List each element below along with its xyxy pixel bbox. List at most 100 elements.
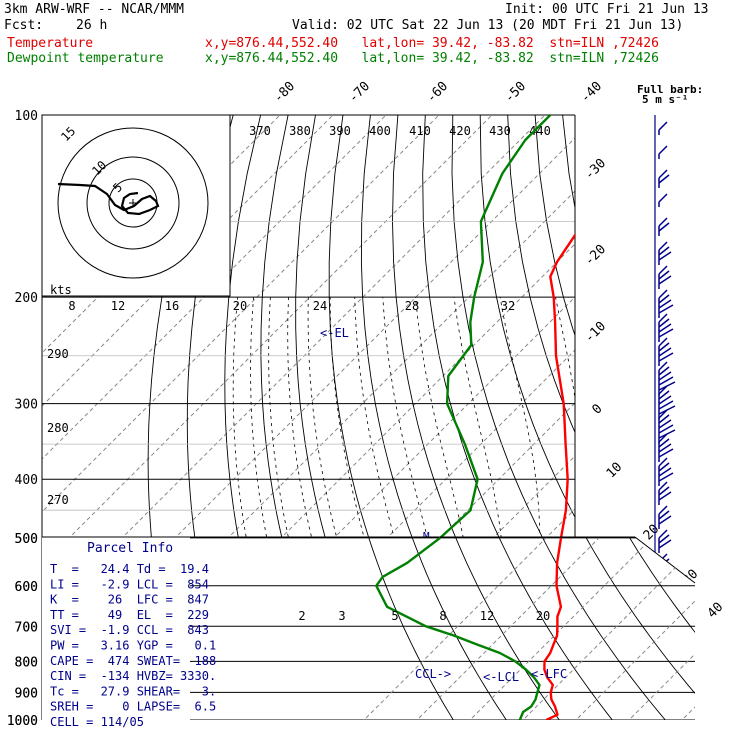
moist-adiabat xyxy=(354,297,426,720)
pressure-tick-label-lower: 1000 xyxy=(7,714,38,729)
wind-barb-flag xyxy=(658,352,674,362)
hodograph-trace xyxy=(57,182,160,216)
isotherm-label: -80 xyxy=(271,79,298,106)
wind-barb-flag xyxy=(658,371,672,381)
isotherm-line xyxy=(42,115,493,566)
parcel-info-row: K = 26 LFC = 847 xyxy=(50,593,209,607)
wind-barb-flag xyxy=(658,376,674,386)
wind-barb-flag xyxy=(658,289,668,299)
isotherm-label: -10 xyxy=(582,319,609,346)
wind-barb-flag xyxy=(658,304,674,314)
wind-barb-flag xyxy=(658,265,668,275)
wind-barb-flag xyxy=(658,433,668,443)
isotherm-line-lower xyxy=(615,537,695,720)
el-marker: <-EL xyxy=(320,326,349,340)
pressure-tick-label: 100 xyxy=(15,109,38,124)
wind-barb xyxy=(658,217,670,236)
wind-barb-flag xyxy=(658,246,670,256)
parcel-info-row: SREH = 0 LAPSE= 6.5 xyxy=(50,700,216,714)
lfc-marker-lower: <-LFC xyxy=(531,667,567,681)
dewpoint-profile-lower xyxy=(375,537,541,720)
isotherm-line xyxy=(257,402,575,720)
dry-adiabat-lower xyxy=(411,537,516,720)
isotherm-label: -70 xyxy=(346,79,373,106)
pressure-tick-label: 200 xyxy=(15,291,38,306)
moist-adiabat xyxy=(329,297,404,720)
wind-barb xyxy=(658,409,676,443)
temperature-legend-label: Temperature xyxy=(7,36,94,51)
dry-adiabat xyxy=(727,115,740,733)
hodograph-ring xyxy=(57,127,209,279)
moist-adiabat xyxy=(307,297,382,720)
wind-barb-flag xyxy=(658,529,668,539)
dry-adiabat-lower xyxy=(498,537,623,720)
wind-barb-flag xyxy=(658,222,670,232)
parcel-info-row: Tc = 27.9 SHEAR= 3. xyxy=(50,684,216,698)
hodograph-units: kts xyxy=(50,283,72,297)
wind-barb-flag xyxy=(658,491,672,501)
model-title: 3km ARW-WRF -- NCAR/MMM xyxy=(4,2,185,17)
wind-barb-flag xyxy=(658,347,672,357)
pressure-tick-label-lower: 800 xyxy=(15,655,38,670)
pressure-tick-label: 900 xyxy=(15,686,38,701)
wind-barb-flag xyxy=(658,424,674,434)
wind-barb-flag xyxy=(658,539,672,549)
parcel-info-row: PW = 3.16 YGP = 0.1 xyxy=(50,639,216,653)
lcl-marker-lower: <-LCL xyxy=(483,670,519,684)
wind-barb xyxy=(658,193,668,207)
wind-barb-flag xyxy=(658,409,668,419)
temperature-profile-lower xyxy=(543,537,563,720)
wind-barb-flag xyxy=(658,472,674,482)
wind-barb xyxy=(658,145,668,159)
isotherm-line xyxy=(42,115,546,619)
pressure-tick-label: 800 xyxy=(15,655,38,670)
barb-legend-units: 5 m s⁻¹ xyxy=(642,93,688,106)
mixing-ratio-lower-label: 5 xyxy=(391,609,398,623)
parcel-info-title: Parcel Info xyxy=(87,541,173,556)
temperature-location: x,y=876.44,552.40 lat,lon= 39.42, -83.82… xyxy=(205,36,659,51)
wind-barb xyxy=(658,265,672,289)
isotherm-label: -60 xyxy=(424,79,451,106)
dry-adiabat xyxy=(507,115,575,434)
isotherm-line-lower xyxy=(350,537,547,720)
wind-barb-flag xyxy=(658,438,670,448)
pressure-tick-label: 1000 xyxy=(7,714,38,729)
pressure-tick-label-lower: 900 xyxy=(15,686,38,701)
wind-barb-flag xyxy=(658,481,668,491)
isotherm-label: -40 xyxy=(578,79,605,106)
dry-adiabat-lower xyxy=(629,537,695,720)
wind-barb-flag xyxy=(658,366,670,376)
theta-label: 440 xyxy=(529,124,551,138)
parcel-info-row: CIN = -134 HVBZ= 3330. xyxy=(50,669,216,683)
wind-barb xyxy=(658,337,674,366)
wind-barb-flag xyxy=(658,299,672,309)
wind-barb xyxy=(658,361,676,395)
forecast-label: Fcst: xyxy=(4,18,44,33)
isotherm-label: 40 xyxy=(705,600,727,622)
isotherm-line xyxy=(98,243,575,720)
wind-barb-flag xyxy=(658,251,672,261)
wind-barb-flag xyxy=(658,443,672,453)
wind-barb-flag xyxy=(658,457,668,467)
wind-barb-flag xyxy=(658,270,670,280)
isotherm-line xyxy=(42,115,440,513)
wind-barb-flag xyxy=(658,342,670,352)
mixing-ratio-label: 32 xyxy=(501,299,515,313)
parcel-info-row: LI = -2.9 LCL = 854 xyxy=(50,577,209,591)
pressure-tick-label-lower: 500 xyxy=(15,532,38,547)
theta-label: 370 xyxy=(249,124,271,138)
mixing-ratio-label: 20 xyxy=(233,299,247,313)
wind-barb-flag xyxy=(658,486,670,496)
pressure-tick-label-lower: 700 xyxy=(15,620,38,635)
wind-barb-flag xyxy=(658,361,668,371)
wind-barb-flag xyxy=(658,390,670,400)
dry-adiabat-label: 270 xyxy=(47,493,69,507)
wind-barb-flag xyxy=(658,395,672,405)
isotherm-line xyxy=(45,190,575,720)
theta-label: 400 xyxy=(369,124,391,138)
valid-time: Valid: 02 UTC Sat 22 Jun 13 (20 MDT Fri … xyxy=(292,18,684,33)
dewpoint-legend-label: Dewpoint temperature xyxy=(7,51,164,66)
mixing-ratio-label: 24 xyxy=(313,299,327,313)
